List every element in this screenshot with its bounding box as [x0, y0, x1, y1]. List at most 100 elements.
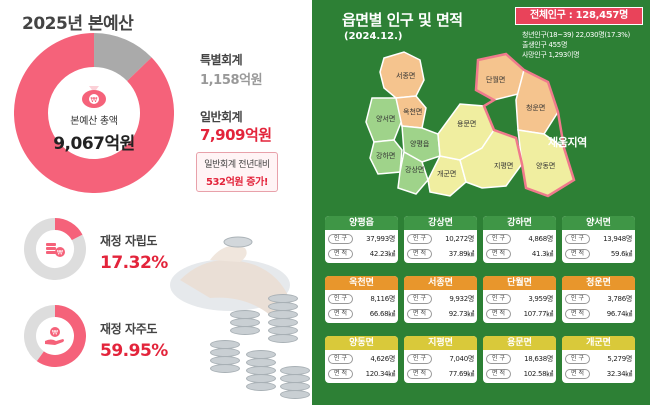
region-card-name: 옥천면 [325, 276, 398, 290]
region-card-name: 서종면 [404, 276, 477, 290]
special-account-label: 특별회계 [200, 53, 243, 67]
region-card-pop-row: 인 구 13,948명 [562, 233, 635, 245]
population-tag: 인 구 [486, 354, 511, 364]
map-region-okcheon [395, 95, 427, 129]
area-tag: 면 적 [565, 249, 590, 259]
region-card-area: 92.73㎢ [448, 310, 475, 318]
region-card-area-row: 면 적 41.3㎢ [483, 248, 556, 260]
region-card-area-row: 면 적 59.6㎢ [562, 248, 635, 260]
population-tag: 인 구 [407, 234, 432, 244]
year-over-year-box: 일반회계 전년대비 532억원 증가! [196, 152, 278, 192]
region-card-population: 4,626명 [370, 355, 395, 363]
population-tag: 인 구 [407, 354, 432, 364]
region-card-area-row: 면 적 102.58㎢ [483, 368, 556, 380]
region-card-pop-row: 인 구 9,932명 [404, 293, 477, 305]
area-tag: 면 적 [328, 309, 353, 319]
region-card-population: 37,993명 [366, 235, 395, 243]
map-label-danwol: 단월면 [486, 75, 505, 84]
budget-panel: 2025년 본예산 [0, 0, 312, 405]
population-tag: 인 구 [328, 234, 353, 244]
population-tag: 인 구 [486, 294, 511, 304]
region-card-name: 단월면 [483, 276, 556, 290]
area-tag: 면 적 [407, 249, 432, 259]
map-label-seojong: 서종면 [396, 71, 415, 80]
map-label-yongmun: 용문면 [457, 119, 476, 128]
area-tag: 면 적 [565, 369, 590, 379]
region-card-population: 13,948명 [603, 235, 632, 243]
map-label-gangsang: 강상면 [405, 165, 424, 174]
region-card-area: 59.6㎢ [610, 250, 632, 258]
map-label-cheongun: 청운면 [526, 103, 545, 112]
independence-value: 17.32% [100, 253, 168, 273]
autonomy-value: 59.95% [100, 341, 168, 361]
region-card-population: 3,959명 [528, 295, 553, 303]
map-label-gangha: 강하면 [376, 151, 395, 160]
region-card-population: 9,932명 [449, 295, 474, 303]
hand-coins-illustration [150, 190, 312, 405]
area-tag: 면 적 [407, 369, 432, 379]
population-panel: 읍면별 인구 및 면적 (2024.12.) 전체인구 : 128,457명 청… [312, 0, 650, 405]
region-card-name: 강상면 [404, 216, 477, 230]
area-tag: 면 적 [407, 309, 432, 319]
region-card: 강상면 인 구 10,272명 면 적 37.89㎢ [404, 216, 477, 263]
region-card-area: 107.77㎢ [523, 310, 554, 318]
region-card-area: 37.89㎢ [448, 250, 475, 258]
region-card-pop-row: 인 구 37,993명 [325, 233, 398, 245]
region-card-name: 지평면 [404, 336, 477, 350]
region-card-area: 102.58㎢ [523, 370, 554, 378]
money-bag-icon: ₩ [82, 86, 106, 108]
birth-population: 출생인구 455명 [522, 41, 568, 49]
region-card-population: 4,868명 [528, 235, 553, 243]
autonomy-donut [24, 305, 86, 367]
map-label-gaegun: 개군면 [437, 169, 456, 178]
independence-remainder-arc [24, 218, 86, 280]
death-population: 사망인구 1,293이명 [522, 51, 580, 59]
area-tag: 면 적 [565, 309, 590, 319]
region-card-area-row: 면 적 107.77㎢ [483, 308, 556, 320]
donut-center: ₩ 본예산 총액 9,067억원 [14, 33, 174, 193]
independence-arc [54, 218, 83, 241]
region-card-name: 청운면 [562, 276, 635, 290]
autonomy-label: 재정 자주도 [100, 322, 157, 336]
svg-text:₩: ₩ [57, 250, 63, 257]
population-tag: 인 구 [565, 294, 590, 304]
region-card-population: 7,040명 [449, 355, 474, 363]
population-tag: 인 구 [486, 234, 511, 244]
region-card-name: 개군면 [562, 336, 635, 350]
budget-donut-chart [14, 33, 174, 193]
region-card-population: 5,279명 [607, 355, 632, 363]
region-card-area-row: 면 적 96.74㎢ [562, 308, 635, 320]
yangpyeong-map: 서종면 양서면 옥천면 강하면 양평읍 강상면 개군면 단월면 용문면 청운면 … [365, 51, 576, 198]
area-tag: 면 적 [486, 249, 511, 259]
region-card: 개군면 인 구 5,279명 면 적 32.34㎢ [562, 336, 635, 383]
region-card-name: 양동면 [325, 336, 398, 350]
general-account-label: 일반회계 [200, 110, 243, 124]
region-card-name: 양평읍 [325, 216, 398, 230]
map-label-jipyeong: 지평면 [494, 161, 513, 170]
region-card-population: 18,638명 [524, 355, 553, 363]
region-card-area-row: 면 적 42.23㎢ [325, 248, 398, 260]
region-card-area: 120.34㎢ [365, 370, 396, 378]
region-card-area: 66.68㎢ [369, 310, 396, 318]
region-card-area-row: 면 적 120.34㎢ [325, 368, 398, 380]
area-tag: 면 적 [328, 369, 353, 379]
cheum-area-label: 채움지역 [548, 136, 587, 149]
region-card-pop-row: 인 구 3,786명 [562, 293, 635, 305]
region-card-name: 양서면 [562, 216, 635, 230]
map-label-okcheon: 옥천면 [403, 107, 422, 116]
svg-text:₩: ₩ [91, 96, 98, 104]
region-card-area: 32.34㎢ [606, 370, 633, 378]
map-label-yangpyeong: 양평읍 [410, 139, 430, 148]
region-card: 양동면 인 구 4,626명 면 적 120.34㎢ [325, 336, 398, 383]
population-details: 청년인구(18~39) 22,030명(17.3%) 출생인구 455명 사망인… [522, 30, 630, 60]
region-card: 용문면 인 구 18,638명 면 적 102.58㎢ [483, 336, 556, 383]
yoy-label: 일반회계 전년대비 [204, 160, 270, 170]
yoy-value: 532억원 증가! [205, 177, 269, 188]
cheum-area-outline [474, 52, 576, 198]
region-card-area-row: 면 적 77.69㎢ [404, 368, 477, 380]
region-card-pop-row: 인 구 8,116명 [325, 293, 398, 305]
